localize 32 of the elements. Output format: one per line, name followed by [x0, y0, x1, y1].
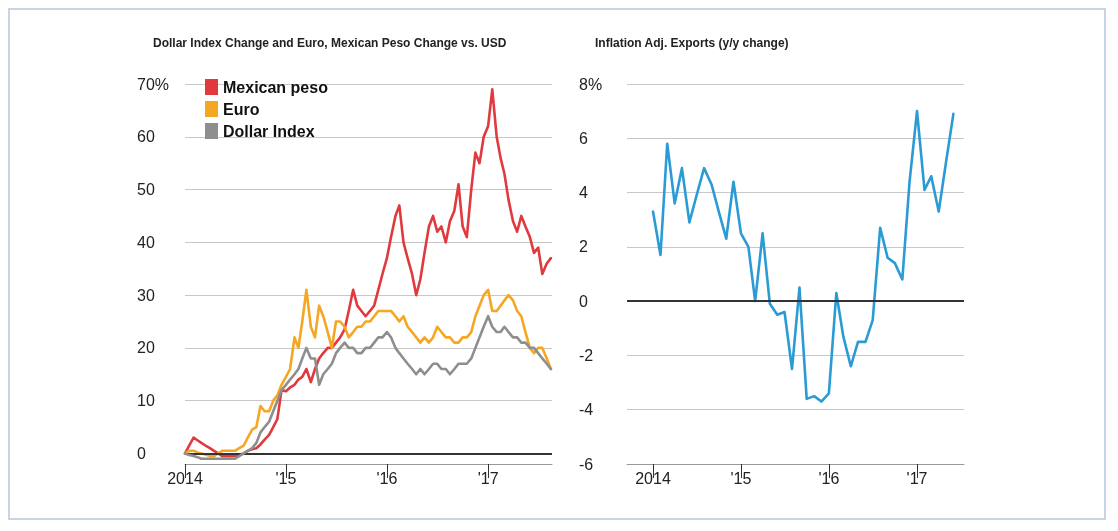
- y-tick-label: 10: [137, 392, 155, 410]
- y-tick-label: 60: [137, 128, 155, 146]
- y-tick-label: 20: [137, 339, 155, 357]
- line-series: [183, 288, 553, 458]
- y-tick-label: 2: [579, 238, 588, 256]
- y-tick-label: -4: [579, 401, 594, 419]
- legend-label: Dollar Index: [223, 122, 315, 140]
- y-tick-label: 40: [137, 233, 155, 251]
- legend-label: Mexican peso: [223, 78, 329, 96]
- line-series: [651, 109, 955, 403]
- y-tick-label: 30: [137, 286, 155, 304]
- x-tick-label: 2014: [635, 469, 671, 487]
- y-tick-label: 0: [137, 444, 146, 462]
- x-tick-label: '17: [477, 469, 499, 487]
- y-tick-label: -2: [579, 346, 594, 364]
- x-tick-label: 2014: [167, 469, 203, 487]
- x-tick-label: '16: [818, 469, 840, 487]
- line-series: [183, 314, 553, 461]
- y-tick-label: 8%: [579, 75, 603, 93]
- chart-title: Dollar Index Change and Euro, Mexican Peso Change vs. USD: [153, 36, 507, 50]
- x-tick-label: '15: [730, 469, 752, 487]
- x-tick-label: '16: [376, 469, 398, 487]
- y-tick-label: 70%: [137, 75, 170, 93]
- x-tick-label: '15: [275, 469, 297, 487]
- y-tick-label: 50: [137, 181, 155, 199]
- y-tick-label: 6: [579, 129, 588, 147]
- x-tick-label: '17: [906, 469, 928, 487]
- legend-label: Euro: [223, 100, 260, 118]
- y-tick-label: 4: [579, 184, 588, 202]
- y-tick-label: 0: [579, 292, 588, 310]
- chart-title: Inflation Adj. Exports (y/y change): [595, 36, 789, 50]
- y-tick-label: -6: [579, 455, 594, 473]
